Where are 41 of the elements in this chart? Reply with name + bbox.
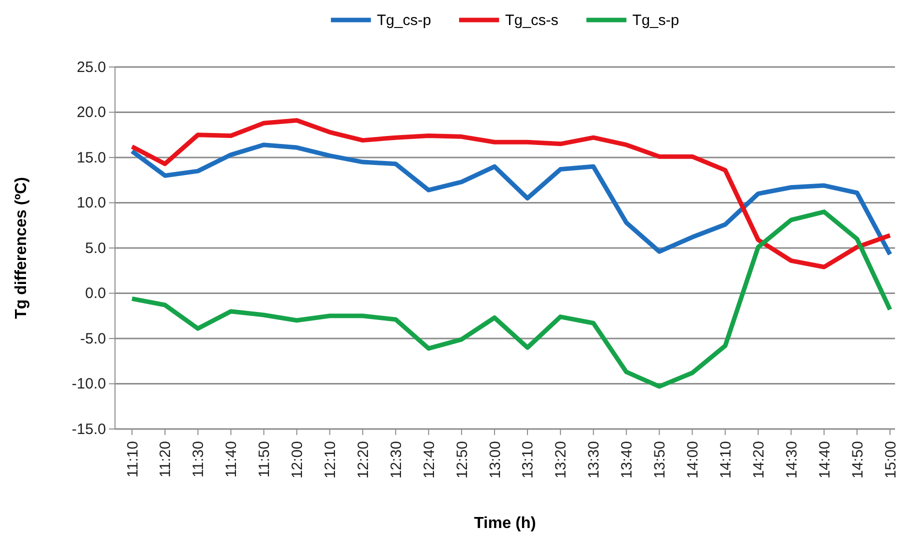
y-tick-label: 10.0 xyxy=(76,194,106,212)
x-tick-label: 11:30 xyxy=(190,441,208,478)
line-series xyxy=(130,142,892,257)
legend-label: Tg_cs-s xyxy=(505,12,558,29)
y-tick-label: -10.0 xyxy=(72,376,106,393)
legend-label: Tg_s-p xyxy=(632,12,680,29)
x-tick-label: 14:20 xyxy=(750,441,768,479)
x-tick-label: 13:10 xyxy=(520,441,537,479)
y-tick-label: 5.0 xyxy=(85,240,106,257)
y-tick-label: 20.0 xyxy=(76,104,106,122)
x-tick-label: 13:40 xyxy=(618,441,636,479)
x-axis-title: Time (h) xyxy=(474,515,536,532)
x-tick-label: 15:00 xyxy=(882,441,900,479)
x-tick-label: 11:40 xyxy=(223,441,240,478)
x-tick-label: 12:10 xyxy=(322,441,339,479)
x-tick-label: 12:20 xyxy=(354,441,372,479)
x-tick-label: 14:00 xyxy=(684,441,702,479)
y-tick-label: -5.0 xyxy=(80,330,106,348)
y-axis-title: Tg differences (ºC) xyxy=(13,177,30,319)
x-tick-label: 14:50 xyxy=(849,441,866,479)
y-tick-label: 15.0 xyxy=(76,149,106,166)
x-tick-label: 13:20 xyxy=(552,441,570,479)
x-tick-label: 11:20 xyxy=(157,441,174,478)
x-tick-label: 14:10 xyxy=(717,441,734,479)
x-tick-label: 12:50 xyxy=(454,441,471,479)
y-tick-label: -15.0 xyxy=(72,420,106,438)
x-tick-label: 12:00 xyxy=(289,441,306,479)
x-tick-label: 11:50 xyxy=(256,441,274,478)
y-tick-label: 25.0 xyxy=(76,58,106,76)
x-tick-label: 14:40 xyxy=(816,441,834,479)
x-tick-label: 12:30 xyxy=(388,441,405,479)
x-tick-label: 13:50 xyxy=(652,441,669,479)
legend-label: Tg_cs-p xyxy=(376,12,432,29)
x-tick-label: 12:40 xyxy=(420,441,438,479)
x-tick-label: 14:30 xyxy=(783,441,800,479)
line-series xyxy=(130,118,892,270)
x-tick-label: 13:00 xyxy=(486,441,504,479)
x-tick-label: 13:30 xyxy=(586,441,603,479)
line-series xyxy=(130,210,892,389)
y-tick-label: 0.0 xyxy=(85,285,106,302)
x-tick-label: 11:10 xyxy=(124,441,142,478)
